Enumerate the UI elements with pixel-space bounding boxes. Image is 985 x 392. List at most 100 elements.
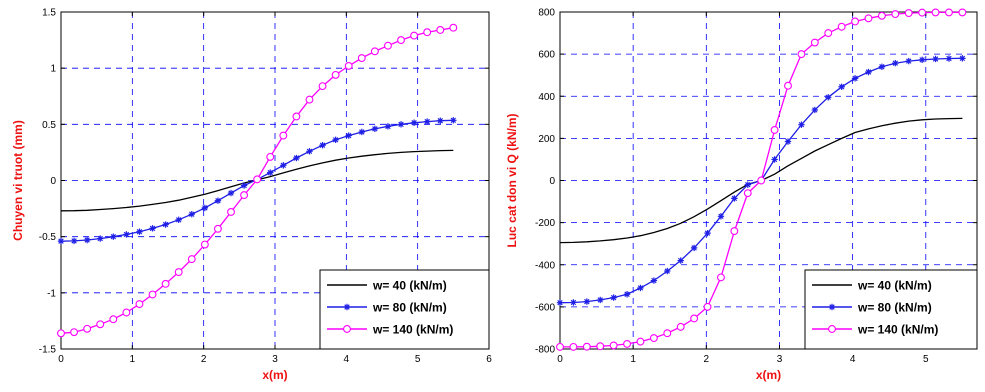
- data-point-star: [744, 181, 751, 188]
- data-point-star: [570, 299, 577, 306]
- data-point-circle: [344, 61, 353, 70]
- data-point-circle: [623, 339, 632, 348]
- data-point-star: [825, 94, 832, 101]
- data-point-star: [437, 117, 444, 124]
- data-point-star: [851, 75, 859, 82]
- data-point-circle: [596, 342, 605, 351]
- data-point-circle: [757, 176, 766, 185]
- data-point-circle: [174, 268, 183, 277]
- data-point-star: [384, 123, 392, 130]
- data-point-circle: [213, 224, 222, 233]
- data-point-star: [704, 229, 711, 237]
- data-point-star: [136, 228, 143, 235]
- data-point-star: [945, 55, 953, 62]
- data-point-star: [892, 59, 899, 67]
- legend-label: w= 40 (kN/m): [372, 279, 447, 293]
- data-point-star: [83, 236, 91, 244]
- x-axis-label: x(m): [756, 368, 781, 382]
- x-tick-label: 4: [850, 354, 856, 365]
- data-point-star: [149, 225, 156, 232]
- data-point-star: [623, 291, 631, 298]
- x-tick-label: 5: [415, 354, 421, 365]
- data-point-circle: [569, 342, 578, 351]
- data-point-circle: [716, 273, 725, 282]
- data-point-circle: [253, 175, 262, 184]
- data-point-star: [664, 267, 671, 275]
- data-point-circle: [331, 70, 340, 79]
- data-point-circle: [279, 131, 288, 140]
- legend-marker-star: [828, 303, 836, 311]
- data-point-circle: [891, 10, 900, 19]
- data-point-star: [905, 57, 912, 65]
- data-point-star: [583, 298, 591, 305]
- data-point-circle: [135, 300, 144, 309]
- data-point-circle: [945, 8, 953, 17]
- chart-shear-force: 0 1 2 3 4 5 -800 -600 -400 -200 0 200 400 600 800 x(m) L…: [505, 8, 978, 382]
- y-tick-label: 800: [538, 8, 555, 19]
- data-point-circle: [703, 302, 712, 311]
- y-tick-label: 0.5: [42, 120, 56, 131]
- data-point-circle: [109, 315, 118, 324]
- data-point-circle: [292, 112, 301, 121]
- data-point-star: [306, 148, 313, 155]
- x-tick-label: 3: [777, 354, 783, 365]
- data-point-star: [240, 182, 248, 189]
- data-point-circle: [676, 322, 685, 331]
- data-point-circle: [824, 29, 833, 38]
- x-tick-label: 6: [486, 354, 492, 365]
- x-tick-label: 0: [557, 354, 563, 365]
- data-point-star: [110, 233, 117, 240]
- data-point-star: [918, 56, 926, 64]
- data-point-star: [865, 68, 872, 76]
- data-point-circle: [931, 8, 940, 17]
- x-tick-label: 0: [58, 354, 64, 365]
- data-point-circle: [877, 11, 886, 20]
- data-point-circle: [305, 95, 314, 104]
- data-point-star: [690, 244, 698, 252]
- data-point-star: [556, 299, 564, 306]
- data-point-star: [162, 221, 169, 228]
- legend-marker-circle: [343, 325, 351, 333]
- data-point-circle: [918, 8, 927, 17]
- data-point-star: [811, 106, 819, 114]
- data-point-circle: [227, 208, 235, 216]
- data-point-star: [371, 125, 379, 133]
- data-point-circle: [864, 14, 873, 23]
- x-tick-label: 4: [344, 354, 350, 365]
- legend: w= 40 (kN/m) w= 80 (kN/m) w= 140 (kN/m): [319, 269, 490, 350]
- data-point-star: [214, 197, 222, 204]
- legend-label: w= 140 (kN/m): [857, 323, 938, 337]
- data-point-star: [97, 235, 104, 242]
- legend-marker-star: [343, 303, 351, 311]
- data-point-circle: [449, 23, 458, 32]
- y-tick-label: 400: [538, 92, 555, 103]
- legend-label: w= 40 (kN/m): [857, 279, 932, 293]
- data-point-star: [57, 237, 65, 245]
- data-point-star: [267, 169, 274, 176]
- data-point-circle: [609, 341, 618, 350]
- data-point-star: [838, 83, 845, 90]
- data-point-star: [878, 63, 886, 70]
- y-tick-label: 600: [538, 50, 555, 61]
- data-point-star: [123, 231, 130, 238]
- data-point-star: [227, 189, 235, 197]
- data-point-circle: [96, 320, 105, 329]
- data-point-star: [332, 136, 339, 144]
- data-point-circle: [730, 227, 739, 236]
- data-point-star: [932, 55, 939, 63]
- data-point-circle: [397, 36, 405, 45]
- data-point-star: [201, 204, 209, 212]
- data-point-circle: [743, 189, 752, 198]
- y-tick-label: 1.5: [42, 8, 56, 19]
- data-point-circle: [556, 342, 564, 351]
- y-tick-label: 0: [50, 176, 56, 187]
- data-point-star: [959, 55, 966, 62]
- data-point-star: [188, 211, 195, 218]
- data-point-star: [175, 216, 182, 224]
- y-tick-label: -0.5: [39, 232, 57, 243]
- y-tick-label: -600: [535, 302, 555, 313]
- data-point-circle: [357, 54, 366, 63]
- data-point-circle: [837, 22, 846, 31]
- y-tick-label: 200: [538, 134, 555, 145]
